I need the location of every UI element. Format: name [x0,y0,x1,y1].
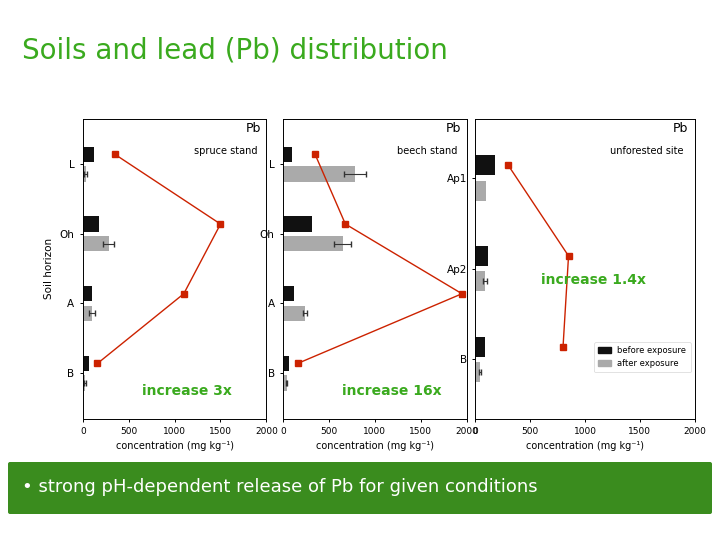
Legend: before exposure, after exposure: before exposure, after exposure [594,342,690,373]
Bar [83,356,89,371]
Bar [283,306,305,321]
Bar [283,166,354,181]
Bar [283,356,289,371]
Text: Pb: Pb [446,122,461,135]
Bar [283,217,312,232]
FancyBboxPatch shape [8,462,712,514]
Bar [283,147,292,162]
Bar [83,217,99,232]
Text: increase 16x: increase 16x [342,383,441,397]
Bar [475,246,488,266]
Text: spruce stand: spruce stand [194,146,257,156]
Bar [83,286,92,301]
Bar [83,306,92,321]
Text: increase 1.4x: increase 1.4x [541,273,646,287]
X-axis label: concentration (mg kg⁻¹): concentration (mg kg⁻¹) [316,441,433,451]
Text: Pb: Pb [672,122,688,135]
Bar [475,180,486,200]
Text: increase 3x: increase 3x [142,383,231,397]
Text: unforested site: unforested site [611,146,684,156]
Text: Pb: Pb [246,122,261,135]
Text: beech stand: beech stand [397,146,457,156]
Text: • strong pH-dependent release of Pb for given conditions: • strong pH-dependent release of Pb for … [22,478,538,496]
X-axis label: concentration (mg kg⁻¹): concentration (mg kg⁻¹) [116,441,233,451]
Bar [475,272,485,292]
Bar [283,286,294,301]
Bar [283,236,343,251]
Bar [475,362,480,382]
Y-axis label: Soil horizon: Soil horizon [44,238,54,299]
Bar [83,147,94,162]
Text: Soils and lead (Pb) distribution: Soils and lead (Pb) distribution [22,36,448,64]
Bar [475,155,495,175]
Bar [283,375,287,390]
Bar [83,375,85,390]
X-axis label: concentration (mg kg⁻¹): concentration (mg kg⁻¹) [526,441,644,451]
Bar [475,337,485,357]
Bar [83,236,109,251]
Bar [83,166,86,181]
